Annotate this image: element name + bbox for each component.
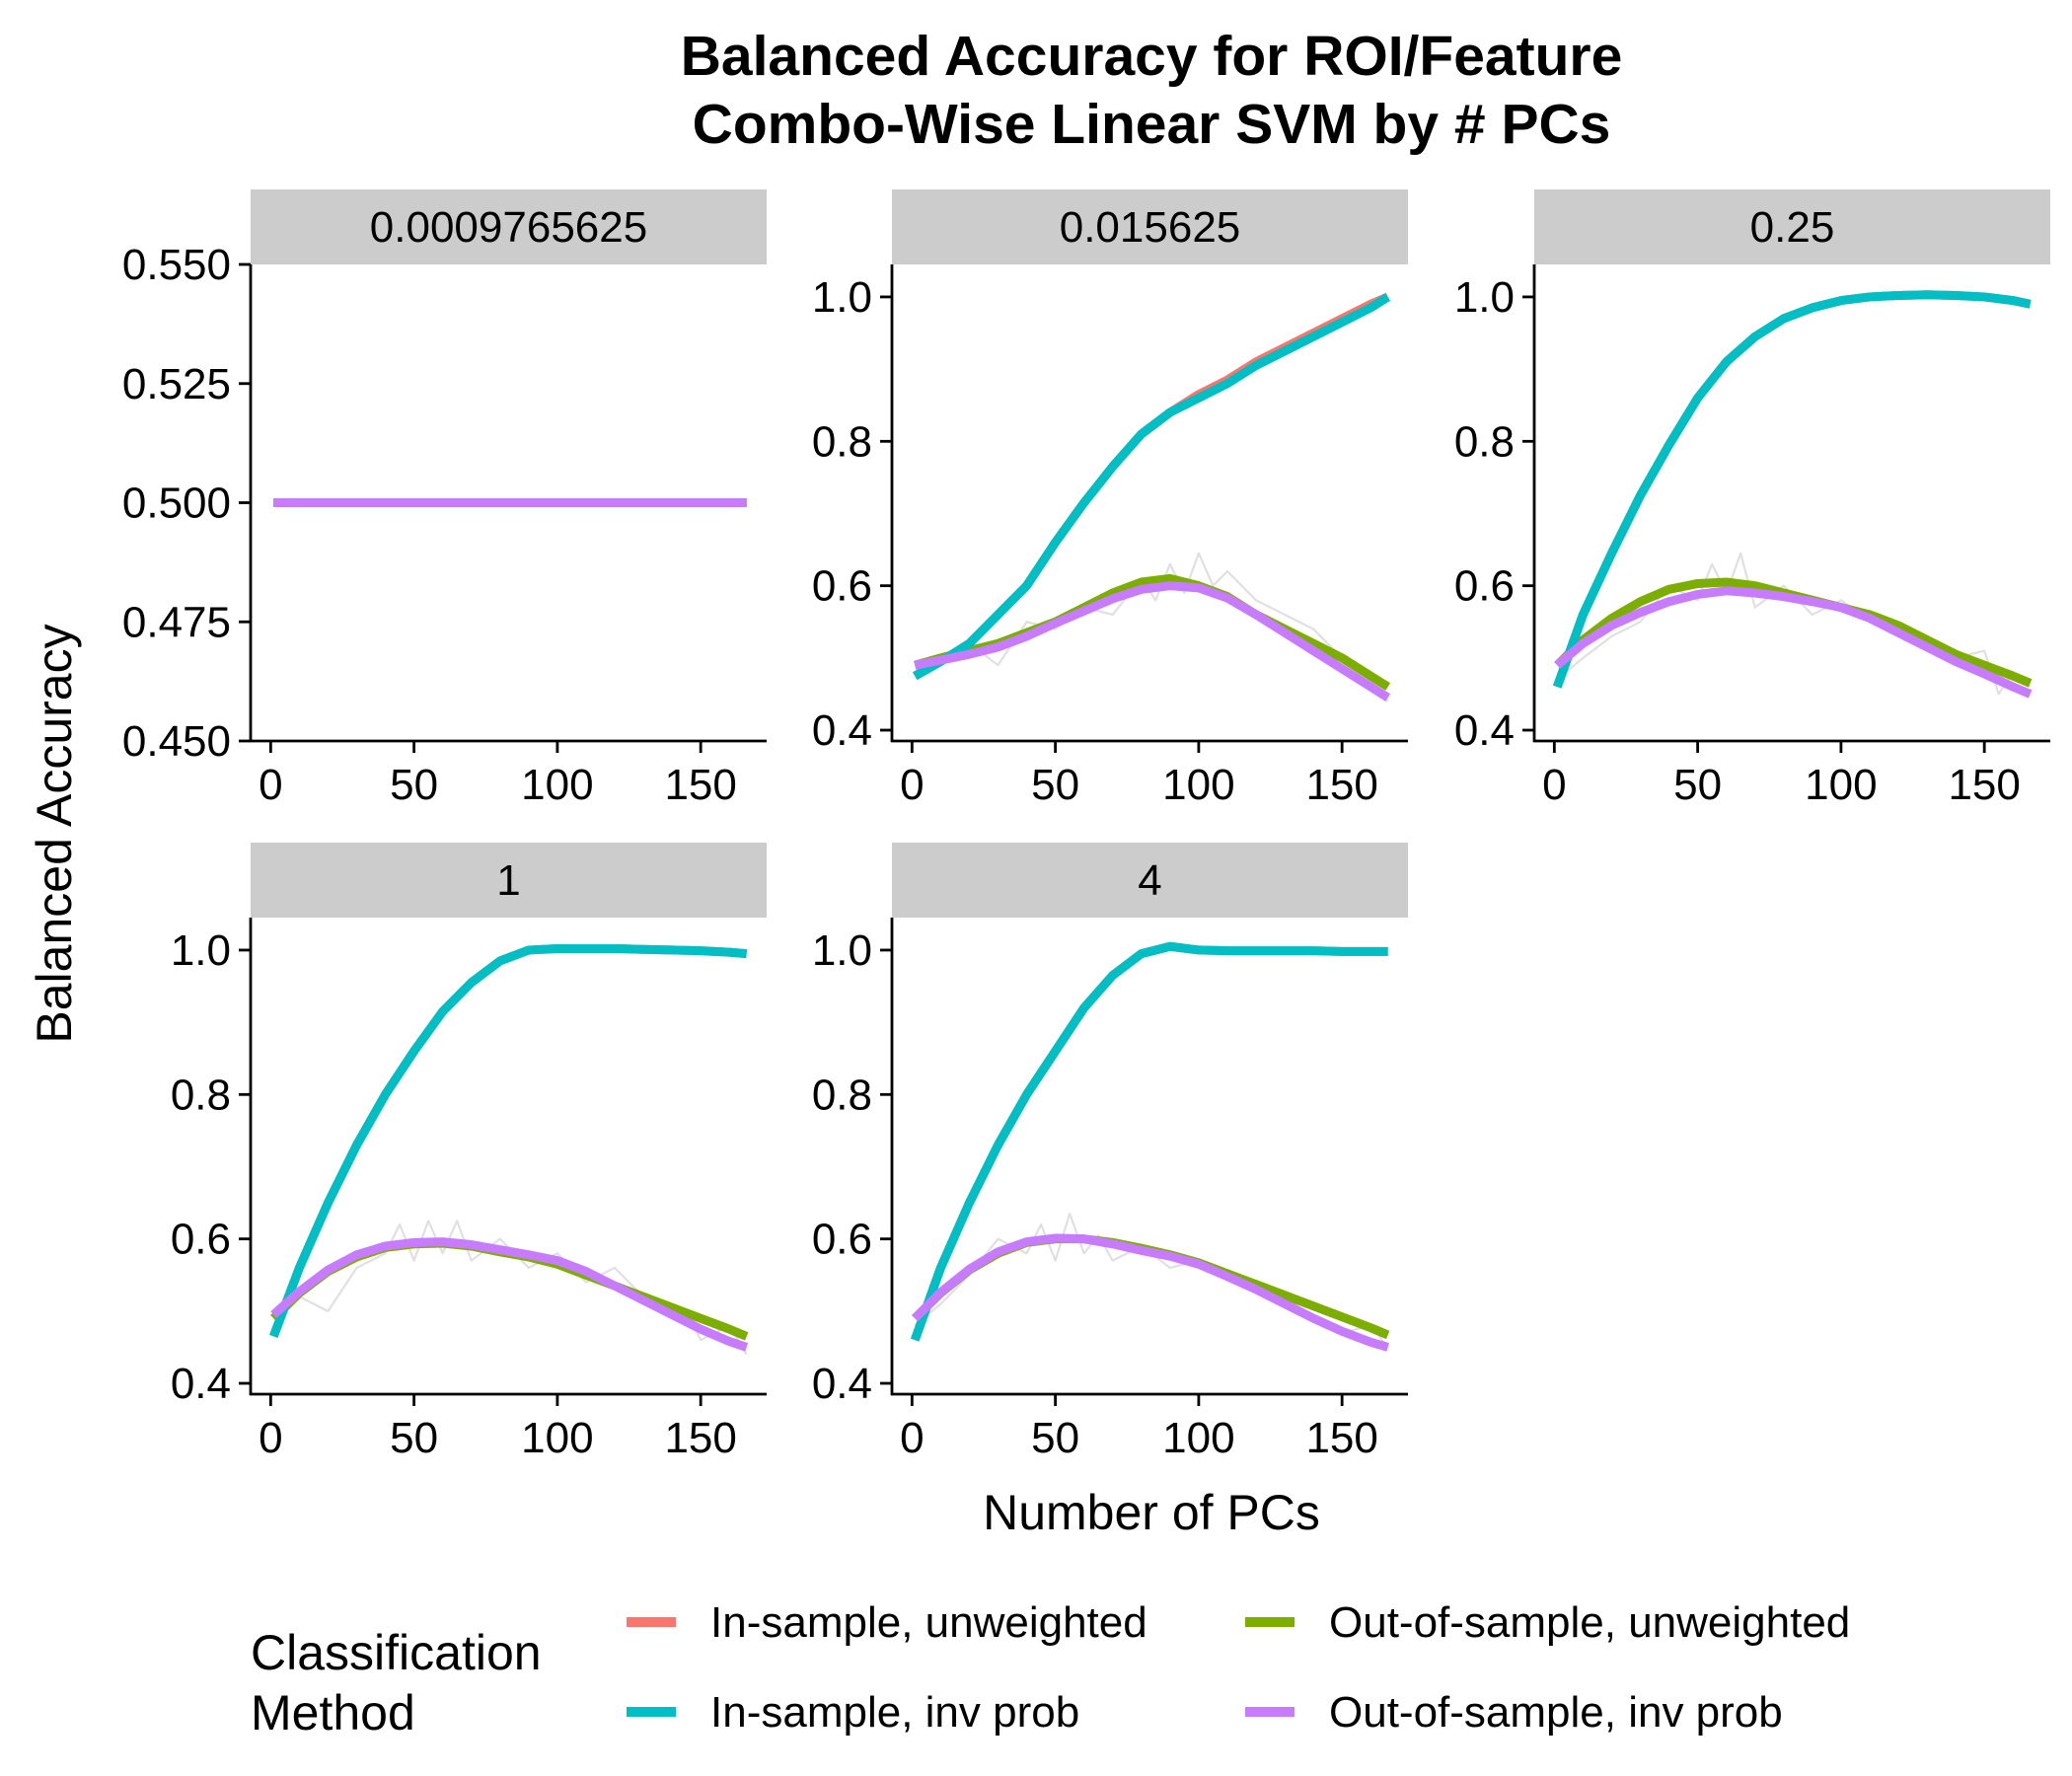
y-tick-label: 1.0 bbox=[812, 926, 872, 975]
facet-panel: 0.0009765625 0.450 0.475 0.500 0.525 0.550 0 50… bbox=[122, 189, 767, 809]
legend-entry-label: In-sample, inv prob bbox=[710, 1688, 1079, 1737]
x-tick-label: 150 bbox=[1305, 761, 1377, 809]
y-tick-label: 0.450 bbox=[122, 717, 231, 766]
series-line-in-inv bbox=[269, 943, 748, 1339]
legend-entry-label: In-sample, unweighted bbox=[710, 1598, 1147, 1647]
legend-entry-out-unw: Out-of-sample, unweighted bbox=[1245, 1598, 1850, 1647]
y-tick-label: 0.4 bbox=[171, 1360, 231, 1408]
facet-strip bbox=[892, 189, 1408, 264]
series-line-in-unw bbox=[913, 292, 1390, 681]
y-tick-label: 1.0 bbox=[1454, 273, 1515, 322]
series-line-in-inv bbox=[911, 941, 1388, 1342]
x-tick-label: 50 bbox=[390, 1414, 438, 1462]
facet-strip-label: 1 bbox=[496, 856, 520, 905]
y-tick-label: 0.4 bbox=[1454, 706, 1515, 755]
x-tick-label: 100 bbox=[521, 1414, 593, 1462]
legend-entry-label: Out-of-sample, inv prob bbox=[1329, 1688, 1783, 1737]
facet-strip bbox=[892, 843, 1408, 918]
y-tick-label: 1.0 bbox=[171, 926, 231, 975]
facet-strip-label: 4 bbox=[1138, 856, 1161, 905]
y-tick-label: 0.475 bbox=[122, 598, 231, 646]
y-tick-label: 0.8 bbox=[812, 1071, 872, 1119]
raw-trace-line bbox=[272, 1220, 748, 1356]
y-tick-label: 0.4 bbox=[812, 706, 872, 755]
y-tick-label: 0.550 bbox=[122, 241, 231, 289]
facet-strip-label: 0.25 bbox=[1750, 203, 1835, 252]
series-line-out-inv bbox=[914, 581, 1391, 702]
y-tick-label: 0.500 bbox=[122, 480, 231, 528]
series-line-out-inv bbox=[270, 1237, 749, 1352]
series-line-out-inv bbox=[1554, 586, 2033, 699]
x-tick-label: 100 bbox=[1805, 761, 1877, 809]
y-tick-label: 1.0 bbox=[812, 273, 872, 322]
raw-trace-line bbox=[914, 1212, 1389, 1349]
x-tick-label: 100 bbox=[1162, 1414, 1234, 1462]
x-tick-label: 50 bbox=[390, 761, 438, 809]
series-line-in-inv bbox=[913, 293, 1391, 681]
facet-panel: 0.25 0.4 0.6 0.8 1.0 0 50 100 150 bbox=[1454, 189, 2050, 809]
chart-title-line-1: Balanced Accuracy for ROI/Feature bbox=[681, 25, 1623, 88]
legend-entry-in-unw: In-sample, unweighted bbox=[627, 1598, 1147, 1647]
x-tick-label: 50 bbox=[1031, 1414, 1079, 1462]
facet-strip-label: 0.0009765625 bbox=[370, 203, 647, 252]
y-tick-label: 0.525 bbox=[122, 360, 231, 408]
raw-trace-line bbox=[1556, 552, 2032, 696]
y-tick-label: 0.6 bbox=[812, 562, 872, 611]
facet-strip-label: 0.015625 bbox=[1060, 203, 1241, 252]
y-tick-label: 0.8 bbox=[812, 417, 872, 466]
x-tick-label: 50 bbox=[1673, 761, 1722, 809]
legend-entry-in-inv: In-sample, inv prob bbox=[627, 1688, 1079, 1737]
x-tick-label: 100 bbox=[521, 761, 593, 809]
series-line-out-inv bbox=[912, 1233, 1389, 1352]
series-line-in-inv bbox=[1553, 290, 2032, 689]
y-tick-label: 0.6 bbox=[1454, 562, 1515, 611]
x-tick-label: 150 bbox=[1948, 761, 2020, 809]
raw-trace-line bbox=[914, 552, 1389, 703]
x-tick-label: 0 bbox=[900, 761, 924, 809]
x-axis-title: Number of PCs bbox=[983, 1485, 1320, 1540]
series-line-in-unw bbox=[269, 943, 748, 1339]
legend-entry-out-inv: Out-of-sample, inv prob bbox=[1245, 1688, 1783, 1737]
legend-entry-label: Out-of-sample, unweighted bbox=[1329, 1598, 1850, 1647]
legend-title-line-1: Classification bbox=[251, 1625, 542, 1680]
series-line-in-unw bbox=[911, 941, 1388, 1342]
y-tick-label: 0.6 bbox=[171, 1216, 231, 1264]
y-tick-label: 0.8 bbox=[1454, 417, 1515, 466]
x-tick-label: 150 bbox=[1305, 1414, 1377, 1462]
y-tick-label: 0.4 bbox=[812, 1360, 872, 1408]
x-tick-label: 0 bbox=[900, 1414, 924, 1462]
x-tick-label: 0 bbox=[1542, 761, 1566, 809]
x-tick-label: 0 bbox=[259, 761, 282, 809]
x-tick-label: 50 bbox=[1031, 761, 1079, 809]
facet-strip bbox=[1534, 189, 2050, 264]
x-tick-label: 0 bbox=[259, 1414, 282, 1462]
facet-strip bbox=[251, 843, 767, 918]
facet-panel: 0.015625 0.4 0.6 0.8 1.0 0 50 100 150 bbox=[812, 189, 1408, 809]
legend: Classification Method In-sample, unweigh… bbox=[251, 1598, 1850, 1740]
facet-panel: 1 0.4 0.6 0.8 1.0 0 50 100 150 bbox=[171, 843, 767, 1462]
x-tick-label: 150 bbox=[664, 1414, 736, 1462]
chart-title-line-2: Combo-Wise Linear SVM by # PCs bbox=[693, 93, 1611, 156]
facet-strip bbox=[251, 189, 767, 264]
y-tick-label: 0.8 bbox=[171, 1071, 231, 1119]
facet-panel: 4 0.4 0.6 0.8 1.0 0 50 100 150 bbox=[812, 843, 1408, 1462]
x-tick-label: 100 bbox=[1162, 761, 1234, 809]
legend-title-line-2: Method bbox=[251, 1685, 415, 1740]
y-tick-label: 0.6 bbox=[812, 1216, 872, 1264]
x-tick-label: 150 bbox=[664, 761, 736, 809]
y-axis-title: Balanced Accuracy bbox=[27, 624, 82, 1043]
